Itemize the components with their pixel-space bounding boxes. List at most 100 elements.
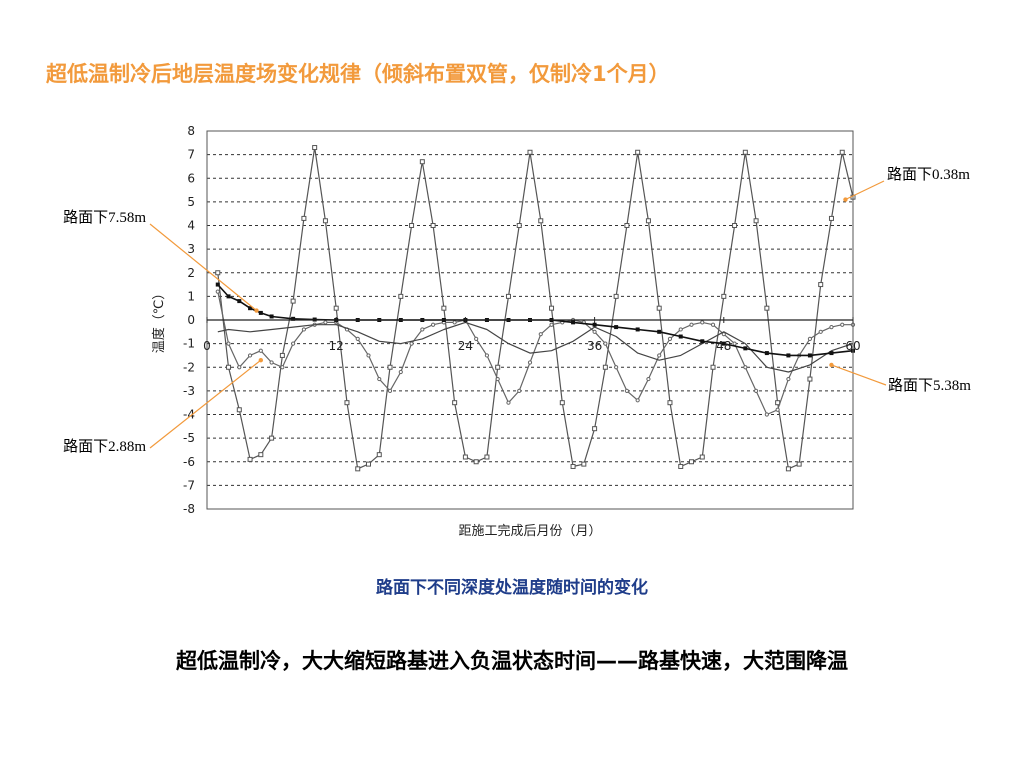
annotation-leader — [831, 364, 887, 386]
data-point — [700, 320, 705, 325]
data-point — [376, 452, 382, 458]
data-point — [818, 282, 824, 288]
data-point — [796, 461, 802, 467]
series-lines — [215, 145, 856, 472]
y-tick-label: -1 — [183, 337, 195, 351]
data-point — [452, 320, 457, 325]
data-point — [291, 316, 296, 321]
data-point — [581, 461, 587, 467]
x-tick-label: 0 — [203, 339, 211, 353]
series-2 — [217, 321, 854, 373]
data-point — [570, 463, 576, 469]
y-tick-label: 2 — [187, 266, 195, 280]
data-point — [247, 353, 253, 358]
data-point — [291, 341, 296, 346]
data-point — [538, 218, 544, 224]
data-point — [387, 364, 393, 370]
y-tick-label: 0 — [187, 313, 195, 327]
data-point — [764, 305, 770, 311]
slide-title: 超低温制冷后地层温度场变化规律（倾斜布置双管，仅制冷1个月） — [46, 62, 670, 86]
annotation-arrowhead — [843, 197, 848, 202]
y-tick-label: -6 — [183, 455, 195, 469]
series-annotations: 路面下0.38m 路面下7.58m 路面下2.88m 路面下5.38m — [63, 166, 971, 455]
annotation-arrowhead — [254, 308, 259, 313]
data-point — [452, 400, 458, 406]
data-point — [785, 466, 791, 472]
data-point — [754, 388, 759, 393]
data-point — [226, 341, 231, 346]
data-point — [840, 322, 845, 327]
x-tick-label: 36 — [587, 339, 602, 353]
data-point — [592, 426, 598, 432]
data-point — [700, 339, 705, 344]
data-point — [699, 454, 705, 460]
data-point — [258, 348, 263, 353]
data-point — [635, 149, 641, 155]
y-axis-title: 温度（℃） — [151, 287, 167, 354]
data-point — [710, 322, 716, 327]
data-point — [775, 407, 780, 412]
y-tick-labels: 8 7 6 5 4 3 2 1 0 -1 -2 -3 -4 -5 -6 -7 -8 — [183, 124, 195, 516]
data-point — [248, 306, 253, 311]
data-point — [829, 324, 834, 330]
data-point — [614, 365, 619, 370]
series-line — [217, 146, 854, 470]
series-label: 路面下2.88m — [63, 438, 146, 455]
data-point — [226, 364, 232, 370]
annotation-arrowhead — [829, 362, 834, 368]
y-tick-label: 8 — [187, 124, 195, 138]
series-0 — [215, 145, 856, 472]
x-tick-label: 60 — [845, 339, 860, 353]
data-point — [656, 305, 662, 311]
data-point — [506, 400, 511, 405]
data-point — [269, 314, 274, 319]
data-point — [710, 364, 716, 370]
series-label: 路面下7.58m — [63, 209, 146, 226]
x-tick-label: 24 — [458, 339, 473, 353]
data-point — [635, 327, 640, 332]
data-point — [430, 223, 436, 228]
data-point — [377, 376, 382, 382]
annotation-leader — [149, 359, 262, 449]
data-point — [441, 305, 447, 311]
data-point — [559, 400, 565, 406]
series-1 — [215, 289, 856, 417]
data-point — [301, 327, 306, 332]
y-tick-label: 1 — [187, 289, 195, 303]
x-tick-label: 48 — [716, 339, 731, 353]
data-point — [818, 329, 823, 334]
x-tick-label: 12 — [329, 339, 344, 353]
data-point — [484, 454, 490, 460]
data-point — [657, 353, 662, 358]
series-label: 路面下5.38m — [888, 377, 971, 394]
data-point — [517, 388, 522, 393]
data-point — [409, 223, 415, 228]
data-point — [226, 294, 231, 299]
data-point — [505, 293, 511, 299]
data-point — [516, 223, 522, 228]
x-axis-title: 距施工完成后月份（月） — [458, 524, 601, 539]
data-point — [387, 388, 393, 393]
y-tick-label: 7 — [187, 148, 195, 162]
data-point — [592, 322, 597, 327]
y-tick-label: -8 — [183, 502, 195, 516]
y-tick-label: -4 — [183, 408, 195, 422]
data-point — [839, 149, 845, 155]
data-point — [215, 289, 220, 294]
data-point — [689, 322, 694, 327]
data-point — [624, 223, 630, 228]
data-point — [333, 305, 339, 311]
y-tick-label: -2 — [183, 360, 195, 374]
data-point — [398, 369, 403, 375]
y-tick-label: 5 — [187, 195, 195, 209]
data-point — [495, 364, 501, 370]
data-point — [355, 466, 361, 472]
series-label: 路面下0.38m — [887, 166, 970, 183]
data-point — [462, 454, 468, 460]
annotation-leader — [149, 223, 257, 312]
temperature-chart: 8 7 6 5 4 3 2 1 0 -1 -2 -3 -4 -5 -6 -7 -8 0 12 24 36 48 60 距施… — [63, 124, 971, 539]
data-point — [678, 327, 683, 332]
y-tick-label: 6 — [187, 171, 195, 185]
data-point — [290, 298, 296, 304]
data-point — [237, 299, 242, 304]
